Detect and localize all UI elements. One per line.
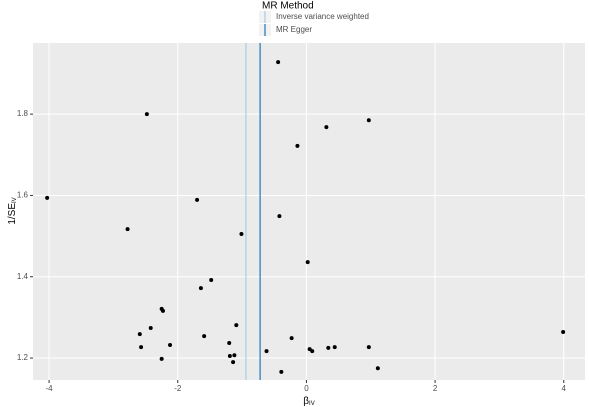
x-tick-label: 2 (433, 384, 438, 393)
x-tick-label: -2 (174, 384, 182, 393)
point (305, 260, 310, 265)
point (209, 277, 214, 282)
point (125, 227, 130, 232)
point (227, 354, 232, 359)
point (561, 330, 566, 335)
x-tick-label: 4 (562, 384, 567, 393)
point (45, 195, 50, 200)
y-tick-label: 1.2 (17, 353, 29, 362)
point (227, 341, 232, 346)
point (159, 356, 164, 361)
point (139, 345, 144, 350)
point (137, 332, 142, 337)
y-tick-label: 1.4 (17, 272, 29, 281)
point (310, 349, 315, 354)
point (279, 369, 284, 374)
legend-label: Inverse variance weighted (276, 12, 369, 21)
point (326, 345, 331, 350)
x-tick-label: 0 (304, 384, 309, 393)
y-tick-label: 1.6 (17, 191, 29, 200)
point (160, 308, 165, 313)
point (234, 323, 239, 328)
point (232, 353, 237, 358)
point (202, 334, 207, 339)
y-tick-label: 1.8 (17, 109, 29, 118)
x-axis-label: βIV (303, 396, 314, 407)
point (195, 197, 200, 202)
legend-title: MR Method (262, 1, 314, 12)
y-axis-label: 1/SEIV (7, 197, 18, 224)
point (289, 336, 294, 341)
point (295, 143, 300, 148)
point (231, 360, 236, 365)
point (277, 214, 282, 219)
point (168, 343, 173, 348)
point (148, 325, 153, 330)
point (264, 349, 269, 354)
point (332, 345, 337, 350)
point (324, 125, 329, 130)
point (198, 286, 203, 291)
point (375, 366, 380, 371)
panel (33, 43, 585, 380)
point (144, 112, 149, 117)
point (276, 60, 281, 65)
point (239, 232, 244, 237)
point (366, 118, 371, 123)
point (366, 345, 371, 350)
x-tick-label: -4 (46, 384, 54, 393)
legend-label: MR Egger (276, 25, 312, 34)
